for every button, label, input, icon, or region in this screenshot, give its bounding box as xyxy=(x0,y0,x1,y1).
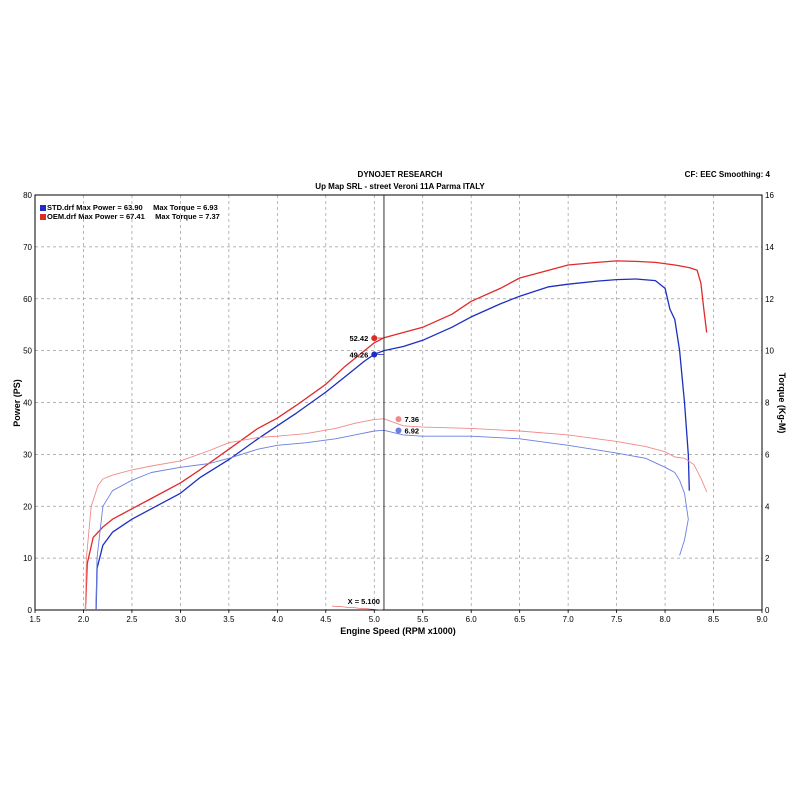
y-tick-label: 80 xyxy=(23,191,32,200)
cursor-pointer xyxy=(331,605,382,611)
y2-tick-label: 12 xyxy=(765,295,774,304)
y2-tick-label: 4 xyxy=(765,502,770,511)
data-marker xyxy=(395,416,402,423)
y2-tick-label: 10 xyxy=(765,347,774,356)
legend-swatch-oem xyxy=(40,213,46,220)
y2-tick-label: 2 xyxy=(765,554,770,563)
x-tick-label: 6.0 xyxy=(466,615,478,624)
y2-tick-label: 16 xyxy=(765,191,774,200)
chart-corner-info: CF: EEC Smoothing: 4 xyxy=(684,170,770,179)
chart-axes: 1.5 2.0 2.5 3.0 3.5 4.0 4.5 5.0 5.5 6.0 6.5 7.0 7.5 8… xyxy=(23,191,774,624)
x-tick-label: 7.0 xyxy=(563,615,575,624)
y-tick-label: 30 xyxy=(23,450,32,459)
x-tick-label: 3.0 xyxy=(175,615,187,624)
chart-markers: 52.42 49.26 7.36 6.92 xyxy=(349,334,419,435)
y2-tick-label: 8 xyxy=(765,399,770,408)
x-tick-label: 8.5 xyxy=(708,615,720,624)
chart-grid xyxy=(35,195,762,610)
y-tick-label: 10 xyxy=(23,554,32,563)
cursor-label: X = 5.100 xyxy=(348,597,380,606)
series-line-std-torque xyxy=(95,429,689,611)
chart-series xyxy=(84,260,708,611)
chart-subtitle: Up Map SRL - street Veroni 11A Parma ITA… xyxy=(315,182,485,191)
legend-item-oem: OEM.drf Max Power = 67.41 Max Torque = 7… xyxy=(40,212,220,221)
y-axis-label: Power (PS) xyxy=(12,379,22,427)
data-marker xyxy=(371,351,378,358)
y2-axis-label: Torque (Kg-M) xyxy=(777,373,787,434)
x-tick-label: 6.5 xyxy=(514,615,526,624)
x-tick-label: 7.5 xyxy=(611,615,623,624)
y-tick-label: 50 xyxy=(23,347,32,356)
plot-frame xyxy=(34,194,763,611)
chart-title: DYNOJET RESEARCH xyxy=(357,170,443,179)
data-marker xyxy=(395,427,402,434)
x-tick-label: 3.5 xyxy=(223,615,235,624)
x-tick-label: 5.5 xyxy=(417,615,429,624)
y2-tick-label: 6 xyxy=(765,450,770,459)
marker-value-label: 49.26 xyxy=(349,350,368,359)
series-line-std-power xyxy=(95,278,690,611)
legend-swatch-std xyxy=(40,204,46,211)
series-line-oem-torque xyxy=(84,418,708,611)
x-tick-label: 9.0 xyxy=(756,615,768,624)
y-tick-label: 20 xyxy=(23,502,32,511)
y2-tick-label: 0 xyxy=(765,606,770,615)
legend-label-oem: OEM.drf Max Power = 67.41 Max Torque = 7… xyxy=(47,212,220,221)
x-axis-label: Engine Speed (RPM x1000) xyxy=(340,626,456,636)
y-tick-label: 0 xyxy=(28,606,33,615)
marker-value-label: 6.92 xyxy=(405,427,420,436)
y-tick-label: 70 xyxy=(23,243,32,252)
chart-cursor: X = 5.100 xyxy=(331,195,385,611)
x-tick-label: 1.5 xyxy=(29,615,41,624)
x-tick-label: 2.5 xyxy=(126,615,138,624)
marker-value-label: 7.36 xyxy=(405,415,420,424)
x-tick-label: 2.0 xyxy=(78,615,90,624)
marker-value-label: 52.42 xyxy=(349,334,368,343)
x-tick-label: 5.0 xyxy=(369,615,381,624)
data-marker xyxy=(371,335,378,342)
y2-tick-label: 14 xyxy=(765,243,774,252)
y-tick-label: 60 xyxy=(23,295,32,304)
x-tick-label: 8.0 xyxy=(660,615,672,624)
x-tick-label: 4.5 xyxy=(320,615,332,624)
y-tick-label: 40 xyxy=(23,399,32,408)
series-line-oem-power xyxy=(84,260,708,611)
x-tick-label: 4.0 xyxy=(272,615,284,624)
